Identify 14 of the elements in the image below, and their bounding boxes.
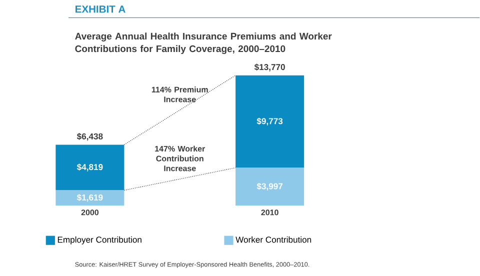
total-label: $13,770 xyxy=(254,64,285,72)
chart-title: Average Annual Health Insurance Premiums and Worker Contributions for Family Coverage, 2000–2010 xyxy=(75,32,332,54)
data-label: $9,773 xyxy=(256,118,283,126)
bar xyxy=(56,144,124,190)
data-label: $1,619 xyxy=(76,194,103,202)
data-label: $3,997 xyxy=(256,182,283,191)
bar xyxy=(236,75,304,168)
bar xyxy=(56,190,124,206)
total-label: $6,438 xyxy=(76,133,103,141)
chart-subtitle: EXHIBIT A xyxy=(76,6,126,13)
legend-label: Worker Contribution xyxy=(236,236,312,243)
bar xyxy=(236,168,304,206)
data-label: $4,819 xyxy=(76,164,103,172)
legend-label: Employer Contribution xyxy=(58,236,142,244)
